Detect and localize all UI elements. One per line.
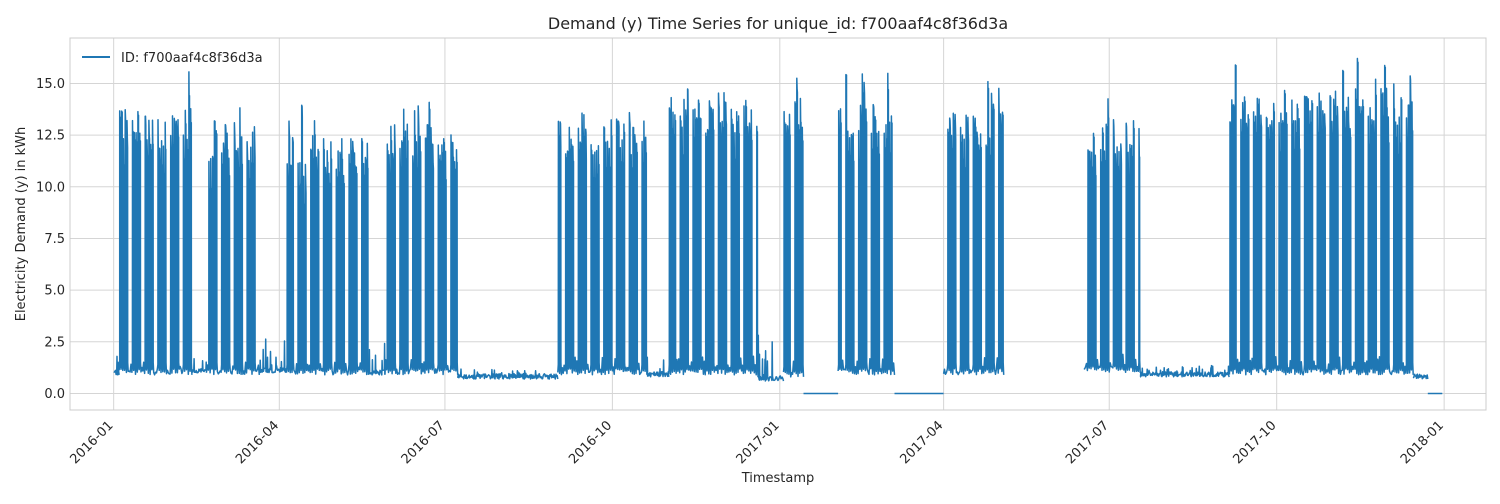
series-line-segment — [384, 101, 459, 376]
series-layer — [113, 57, 1443, 395]
y-tick-label: 10.0 — [36, 180, 65, 195]
y-tick-label: 0.0 — [44, 387, 65, 402]
series-line-segment — [557, 111, 648, 376]
y-axis-ticks: 0.0 2.5 5.0 7.5 10.0 12.5 15.0 — [36, 77, 65, 402]
chart-title: Demand (y) Time Series for unique_id: f7… — [548, 14, 1008, 34]
series-line-segment — [646, 356, 670, 378]
series-line-segment — [757, 334, 785, 382]
series-line-segment — [285, 104, 370, 376]
legend-entry: ID: f700aaf4c8f36d3a — [121, 51, 263, 66]
series-line-segment — [837, 72, 896, 376]
series-line-segment — [113, 355, 120, 376]
series-line-segment — [668, 88, 759, 376]
series-line-segment — [942, 80, 1005, 376]
series-line-segment — [1412, 373, 1429, 380]
y-tick-label: 7.5 — [44, 232, 65, 247]
series-line-segment — [367, 342, 386, 376]
series-line-segment — [258, 338, 288, 374]
series-line-segment — [782, 77, 805, 378]
series-line-segment — [456, 368, 559, 380]
y-tick-label: 5.0 — [44, 284, 65, 299]
axes — [69, 37, 1487, 411]
x-axis-label: Timestamp — [741, 471, 815, 486]
y-tick-label: 2.5 — [44, 335, 65, 350]
plot-frame — [69, 37, 1487, 411]
series-line-segment — [1228, 57, 1414, 376]
legend: ID: f700aaf4c8f36d3a — [82, 51, 263, 66]
y-tick-label: 15.0 — [36, 77, 65, 92]
series-line-segment — [205, 107, 261, 376]
series-line-segment — [1139, 364, 1230, 378]
series-line-segment — [118, 71, 193, 376]
series-line-segment — [191, 357, 208, 374]
y-axis-label: Electricity Demand (y) in kWh — [14, 127, 29, 322]
series-line-segment — [1083, 98, 1141, 374]
y-tick-label: 12.5 — [36, 129, 65, 144]
